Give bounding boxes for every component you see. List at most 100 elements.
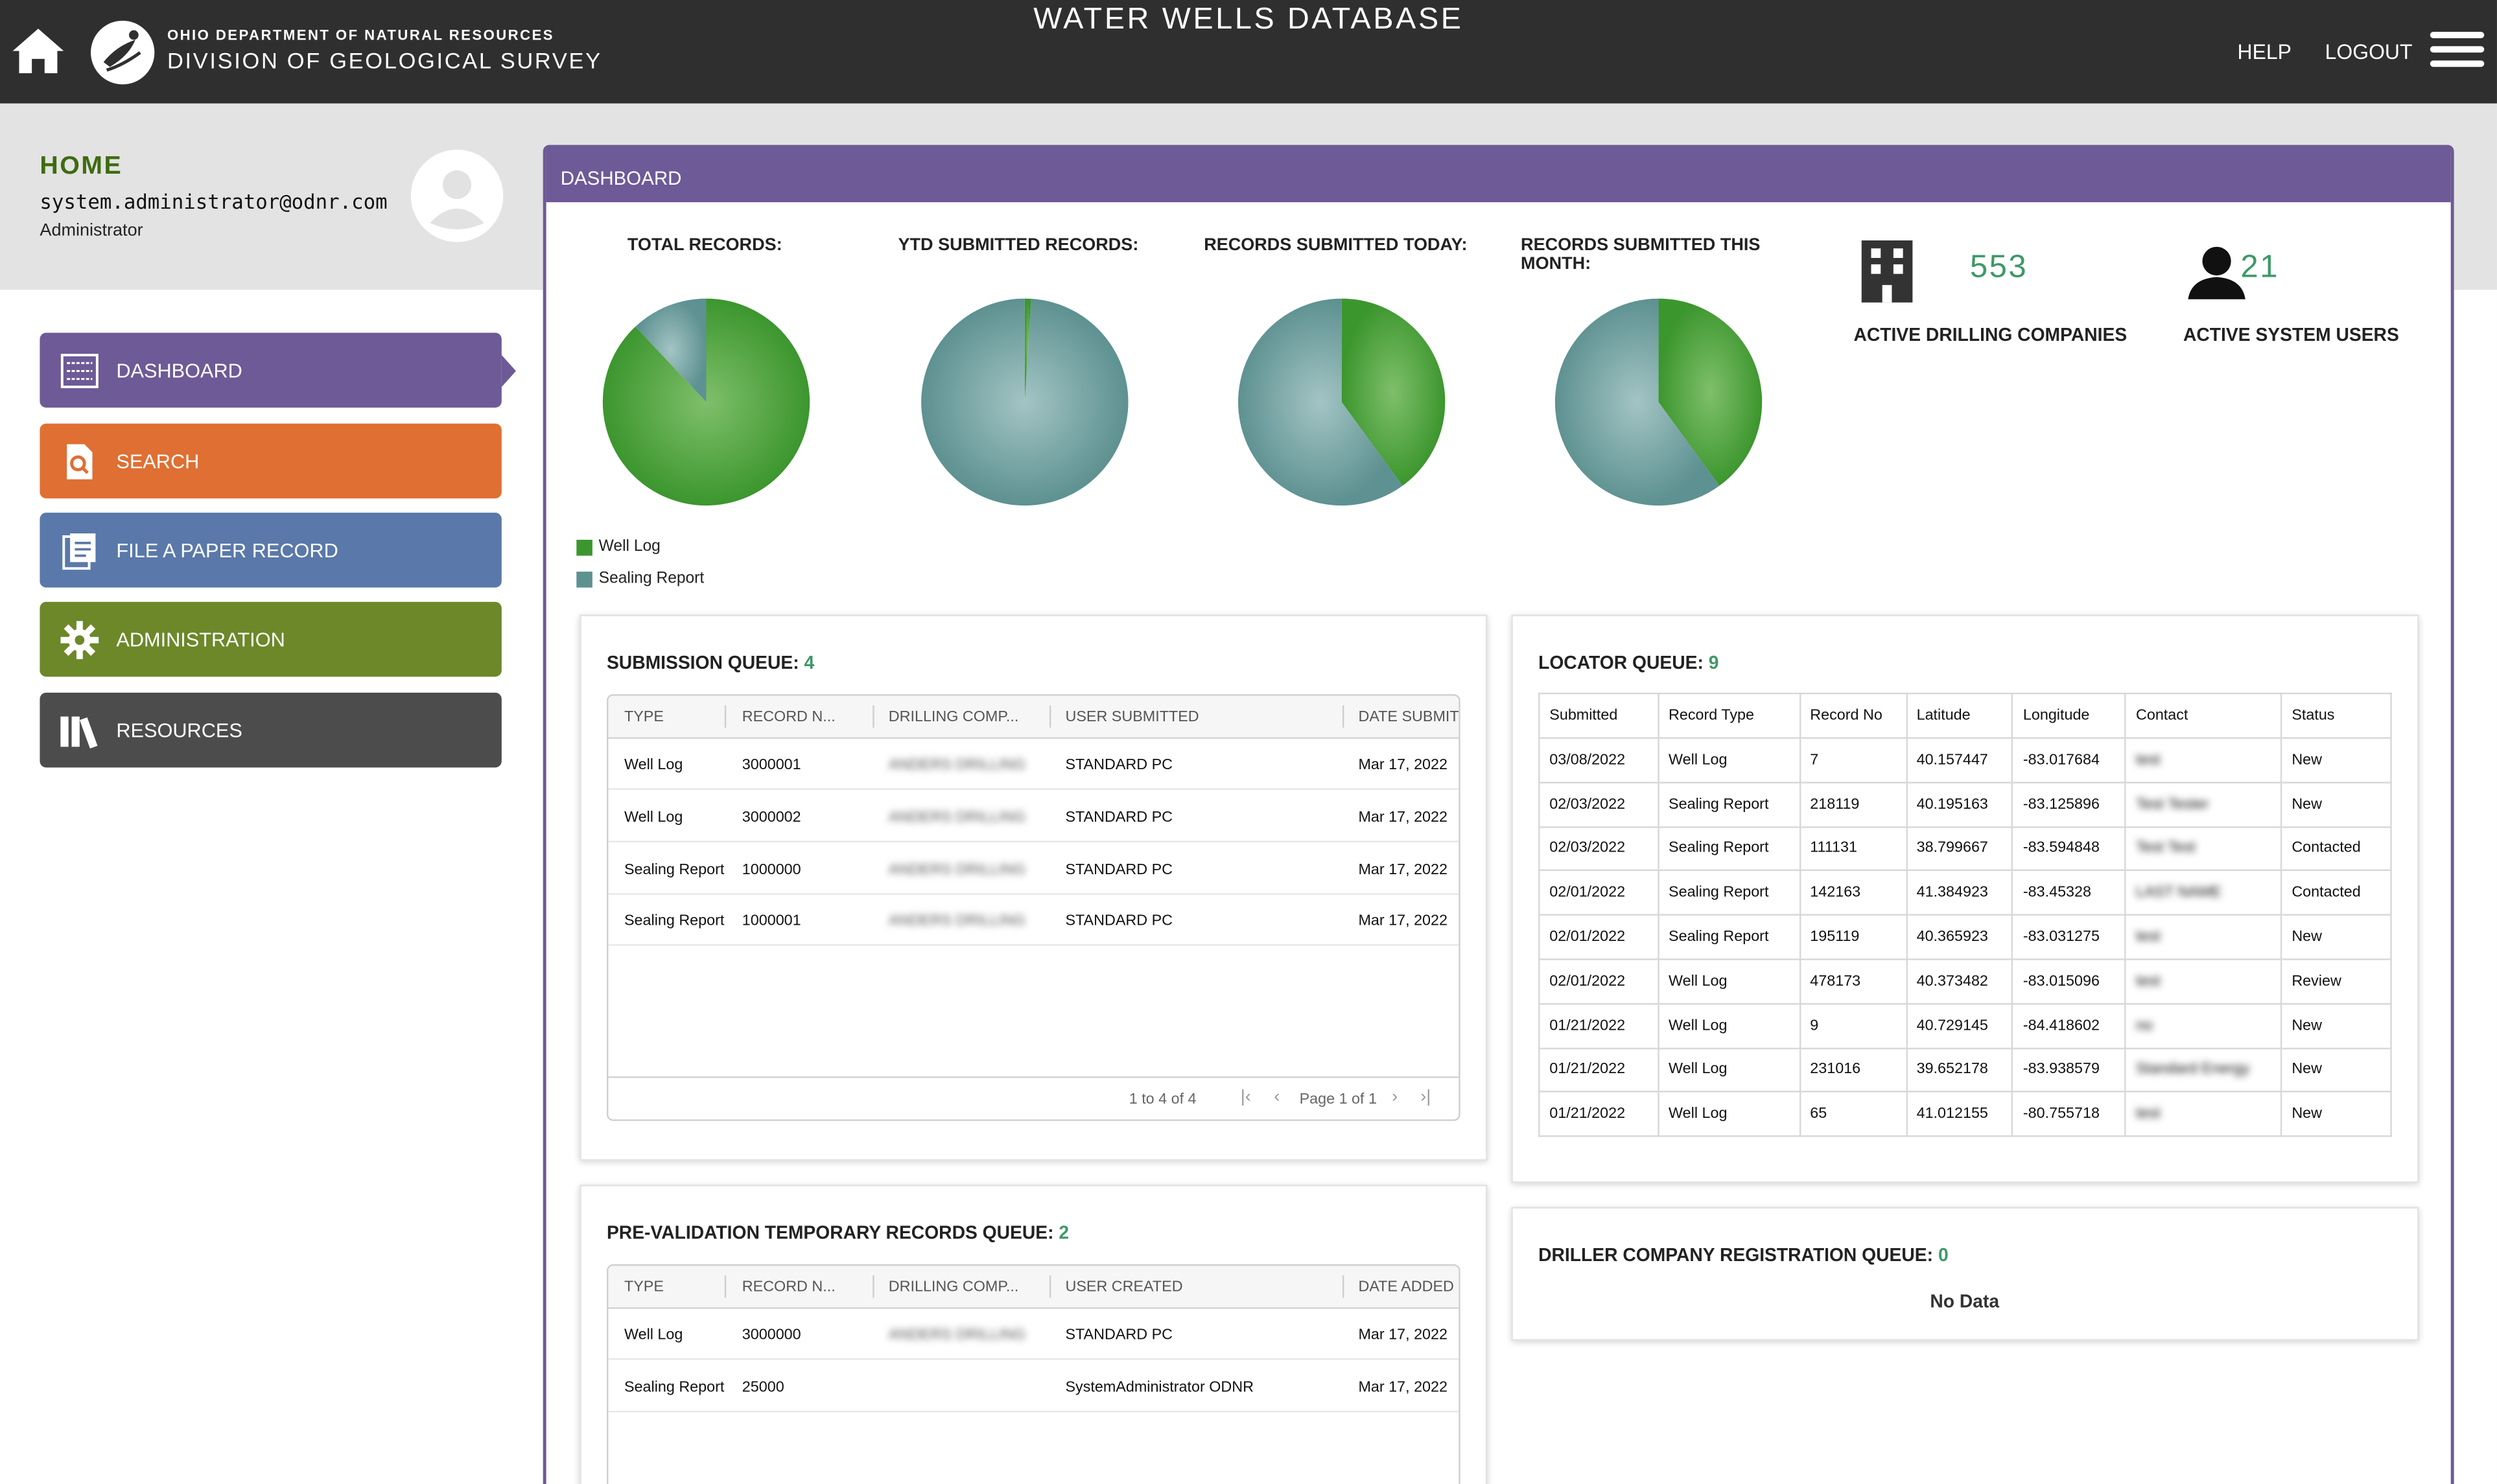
cell-latitude: 40.157447 bbox=[1905, 737, 2014, 783]
cell-record: 3000000 bbox=[742, 1326, 801, 1344]
cell-user: STANDARD PC bbox=[1065, 809, 1173, 827]
table-row[interactable]: 02/03/2022 Sealing Report 111131 38.799667-… bbox=[1538, 826, 2392, 872]
pie-slice-sealing-report[interactable] bbox=[921, 298, 1129, 506]
table-row[interactable]: 02/01/2022 Sealing Report 142163 41.384923-… bbox=[1538, 870, 2392, 916]
ytd-submitted-label: YTD SUBMITTED RECORDS: bbox=[898, 235, 1139, 255]
column-header-date-added[interactable]: DATE ADDED bbox=[1358, 1279, 1454, 1297]
cell-type: Sealing Report bbox=[624, 861, 725, 879]
table-row[interactable]: 01/21/2022 Well Log 231016 39.652178 -83.938… bbox=[1538, 1047, 2392, 1093]
sidebar-item-resources[interactable]: RESOURCES bbox=[40, 692, 502, 768]
sidebar-item-label: RESOURCES bbox=[116, 719, 242, 741]
active-drilling-companies-count: 553 bbox=[1969, 249, 2028, 285]
column-header-record-number[interactable]: RECORD N... bbox=[742, 708, 836, 726]
pie-slice-well-log[interactable] bbox=[1658, 298, 1763, 486]
table-row[interactable]: 02/01/2022 Sealing Report 195119 40.365923-… bbox=[1538, 914, 2392, 960]
cell-contact: Test Tester bbox=[2124, 781, 2282, 828]
table-row[interactable]: 03/08/2022 Well Log 7 40.157447 -83.017684 te… bbox=[1538, 737, 2392, 783]
pie-slice-well-log[interactable] bbox=[602, 298, 810, 506]
cell-longitude: -80.755718 bbox=[2011, 1091, 2127, 1137]
pie-slice-well-log[interactable] bbox=[1341, 298, 1446, 486]
pie-slice-sealing-report[interactable] bbox=[635, 298, 707, 402]
column-header-drilling-company[interactable]: DRILLING COMP... bbox=[888, 1279, 1019, 1297]
cell-submitted: 03/08/2022 bbox=[1538, 737, 1659, 783]
cell-longitude: -83.017684 bbox=[2011, 737, 2127, 783]
cell-type: Well Log bbox=[624, 809, 683, 827]
submission-queue-grid: TYPE RECORD N... DRILLING COMP... USER S… bbox=[606, 694, 1460, 1121]
cell-longitude: -83.938579 bbox=[2011, 1047, 2127, 1093]
cell-status: New bbox=[2280, 1091, 2392, 1137]
grid-header: TYPE RECORD N... DRILLING COMP... USER C… bbox=[608, 1266, 1459, 1309]
cell-submitted: 02/03/2022 bbox=[1538, 826, 1659, 872]
sidebar-item-dashboard[interactable]: DASHBOARD bbox=[40, 332, 516, 408]
cell-submitted: 02/03/2022 bbox=[1538, 781, 1659, 828]
user-email: system.administrator@odnr.com bbox=[40, 189, 388, 214]
top-bar: OHIO DEPARTMENT OF NATURAL RESOURCES DIV… bbox=[0, 0, 2497, 104]
cell-status: New bbox=[2280, 1003, 2392, 1049]
column-header-type[interactable]: TYPE bbox=[624, 708, 664, 726]
last-page-icon[interactable]: ›| bbox=[1420, 1087, 1431, 1107]
table-row[interactable]: Well Log 3000001 ANDERS DRILLING STANDAR… bbox=[608, 739, 1459, 790]
pie-slice-sealing-report[interactable] bbox=[1238, 298, 1403, 506]
cell-longitude: -83.45328 bbox=[2011, 870, 2127, 916]
column-header-contact[interactable]: Contact bbox=[2124, 692, 2282, 739]
column-header-type[interactable]: TYPE bbox=[624, 1279, 664, 1297]
prevalidation-queue-grid: TYPE RECORD N... DRILLING COMP... USER C… bbox=[606, 1264, 1460, 1484]
logout-link[interactable]: LOGOUT bbox=[2325, 40, 2413, 64]
locator-table-body: 03/08/2022 Well Log 7 40.157447 -83.017684 te… bbox=[1538, 737, 2392, 1137]
card-title-text: SUBMISSION QUEUE: bbox=[606, 654, 799, 674]
column-header-user-created[interactable]: USER CREATED bbox=[1065, 1279, 1183, 1297]
cell-submitted: 01/21/2022 bbox=[1538, 1091, 1659, 1137]
search-document-icon bbox=[59, 440, 100, 481]
cell-record-no: 65 bbox=[1799, 1091, 1907, 1137]
cell-latitude: 40.729145 bbox=[1905, 1003, 2014, 1049]
pie-slice-sealing-report[interactable] bbox=[1554, 298, 1720, 506]
column-header-status[interactable]: Status bbox=[2280, 692, 2392, 739]
table-row[interactable]: Sealing Report 1000001 ANDERS DRILLING S… bbox=[608, 895, 1459, 946]
cell-record-no: 195119 bbox=[1799, 914, 1907, 960]
sidebar-item-administration[interactable]: ADMINISTRATION bbox=[40, 601, 502, 677]
submitted-today-label: RECORDS SUBMITTED TODAY: bbox=[1204, 235, 1468, 255]
table-row[interactable]: 01/21/2022 Well Log 9 40.729145 -84.418602 no… bbox=[1538, 1003, 2392, 1049]
column-header-latitude[interactable]: Latitude bbox=[1905, 692, 2014, 739]
table-row[interactable]: Sealing Report 1000000 ANDERS DRILLING S… bbox=[608, 844, 1459, 895]
table-row[interactable]: Sealing Report 25000 SystemAdministrator… bbox=[608, 1362, 1459, 1413]
cell-record: 3000002 bbox=[742, 809, 801, 827]
cell-latitude: 41.012155 bbox=[1905, 1091, 2014, 1137]
sidebar-item-search[interactable]: SEARCH bbox=[40, 423, 502, 499]
home-icon[interactable] bbox=[11, 25, 65, 76]
column-header-record-no[interactable]: Record No bbox=[1799, 692, 1907, 739]
cell-latitude: 41.384923 bbox=[1905, 870, 2014, 916]
cell-contact: test bbox=[2124, 737, 2282, 783]
column-header-user-submitted[interactable]: USER SUBMITTED bbox=[1065, 708, 1199, 726]
table-row[interactable]: 02/01/2022 Well Log 478173 40.373482 -83.015… bbox=[1538, 958, 2392, 1004]
previous-page-icon[interactable]: ‹ bbox=[1274, 1087, 1280, 1107]
column-header-submitted[interactable]: Submitted bbox=[1538, 692, 1659, 739]
hamburger-menu-icon[interactable] bbox=[2430, 32, 2485, 70]
cell-date: Mar 17, 2022 bbox=[1358, 756, 1448, 774]
active-drilling-companies-label: ACTIVE DRILLING COMPANIES bbox=[1853, 326, 2128, 346]
pie-slice-well-log[interactable] bbox=[1024, 298, 1031, 402]
table-row[interactable]: 02/03/2022 Sealing Report 218119 40.195163-… bbox=[1538, 781, 2392, 828]
table-row[interactable]: 01/21/2022 Well Log 65 41.012155 -80.755718 t… bbox=[1538, 1091, 2392, 1137]
file-icon bbox=[59, 529, 100, 571]
cell-type: Well Log bbox=[624, 756, 683, 774]
table-row[interactable]: Well Log 3000000 ANDERS DRILLING STANDAR… bbox=[608, 1309, 1459, 1360]
sidebar-item-file-paper-record[interactable]: FILE A PAPER RECORD bbox=[40, 513, 502, 588]
column-header-record-number[interactable]: RECORD N... bbox=[742, 1279, 836, 1297]
cell-record: 1000001 bbox=[742, 912, 801, 930]
cell-user: STANDARD PC bbox=[1065, 861, 1173, 879]
help-link[interactable]: HELP bbox=[2237, 40, 2292, 64]
agency-subtitle: OHIO DEPARTMENT OF NATURAL RESOURCES bbox=[167, 27, 554, 43]
grid-pager: 1 to 4 of 4 |‹ ‹ Page 1 of 1 › ›| bbox=[608, 1076, 1459, 1119]
column-header-record-type[interactable]: Record Type bbox=[1657, 692, 1801, 739]
locator-queue-count: 9 bbox=[1708, 654, 1719, 674]
column-header-longitude[interactable]: Longitude bbox=[2011, 692, 2127, 739]
first-page-icon[interactable]: |‹ bbox=[1240, 1087, 1251, 1107]
avatar[interactable] bbox=[410, 149, 504, 242]
column-header-date-submitted[interactable]: DATE SUBMITT bbox=[1358, 708, 1460, 726]
table-row[interactable]: Well Log 3000002 ANDERS DRILLING STANDAR… bbox=[608, 791, 1459, 842]
cell-date: Mar 17, 2022 bbox=[1358, 861, 1448, 879]
column-header-drilling-company[interactable]: DRILLING COMP... bbox=[888, 708, 1019, 726]
next-page-icon[interactable]: › bbox=[1392, 1087, 1398, 1107]
submission-queue-title: SUBMISSION QUEUE: 4 bbox=[607, 655, 814, 673]
